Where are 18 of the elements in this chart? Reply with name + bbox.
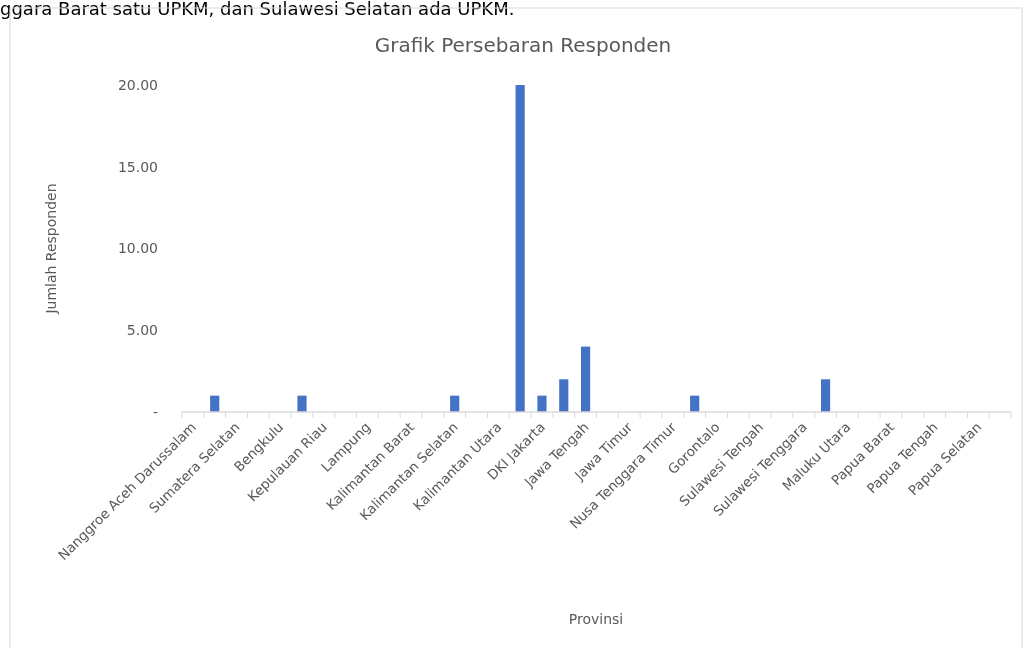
bar [297,395,307,412]
bar [559,379,569,412]
bar [450,395,460,412]
y-tick-label: 5.00 [126,322,158,339]
y-tick-label: 10.00 [117,240,158,257]
bar [537,395,547,412]
y-tick-label: - [152,403,158,420]
bar [581,346,591,412]
y-tick-label: 20.00 [117,76,158,93]
x-axis-title: Provinsi [568,611,624,627]
y-tick-label: 15.00 [117,158,158,175]
chart-title: Grafik Persebaran Responden [374,33,672,57]
bar [515,85,525,412]
bar [820,379,831,412]
text: ggara Barat satu UPKM, dan Sulawesi Selatan ada UPKM. [0,0,515,19]
bar [690,395,700,412]
bar [210,395,220,412]
y-axis-title: Jumlah Responden [43,183,59,315]
